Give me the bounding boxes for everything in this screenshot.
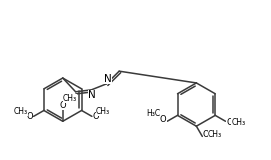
Text: N: N <box>88 90 95 100</box>
Text: O: O <box>203 130 209 139</box>
Text: CH₃: CH₃ <box>14 107 28 116</box>
Text: CH₃: CH₃ <box>63 94 77 103</box>
Text: H₃C: H₃C <box>146 109 160 118</box>
Text: O: O <box>160 115 167 124</box>
Text: N: N <box>104 74 112 84</box>
Text: CH₃: CH₃ <box>208 130 222 139</box>
Text: O: O <box>59 101 66 110</box>
Text: O: O <box>226 118 233 127</box>
Text: CH₃: CH₃ <box>96 107 110 116</box>
Text: O: O <box>26 112 33 121</box>
Text: O: O <box>92 112 99 121</box>
Text: CH₃: CH₃ <box>231 118 246 127</box>
